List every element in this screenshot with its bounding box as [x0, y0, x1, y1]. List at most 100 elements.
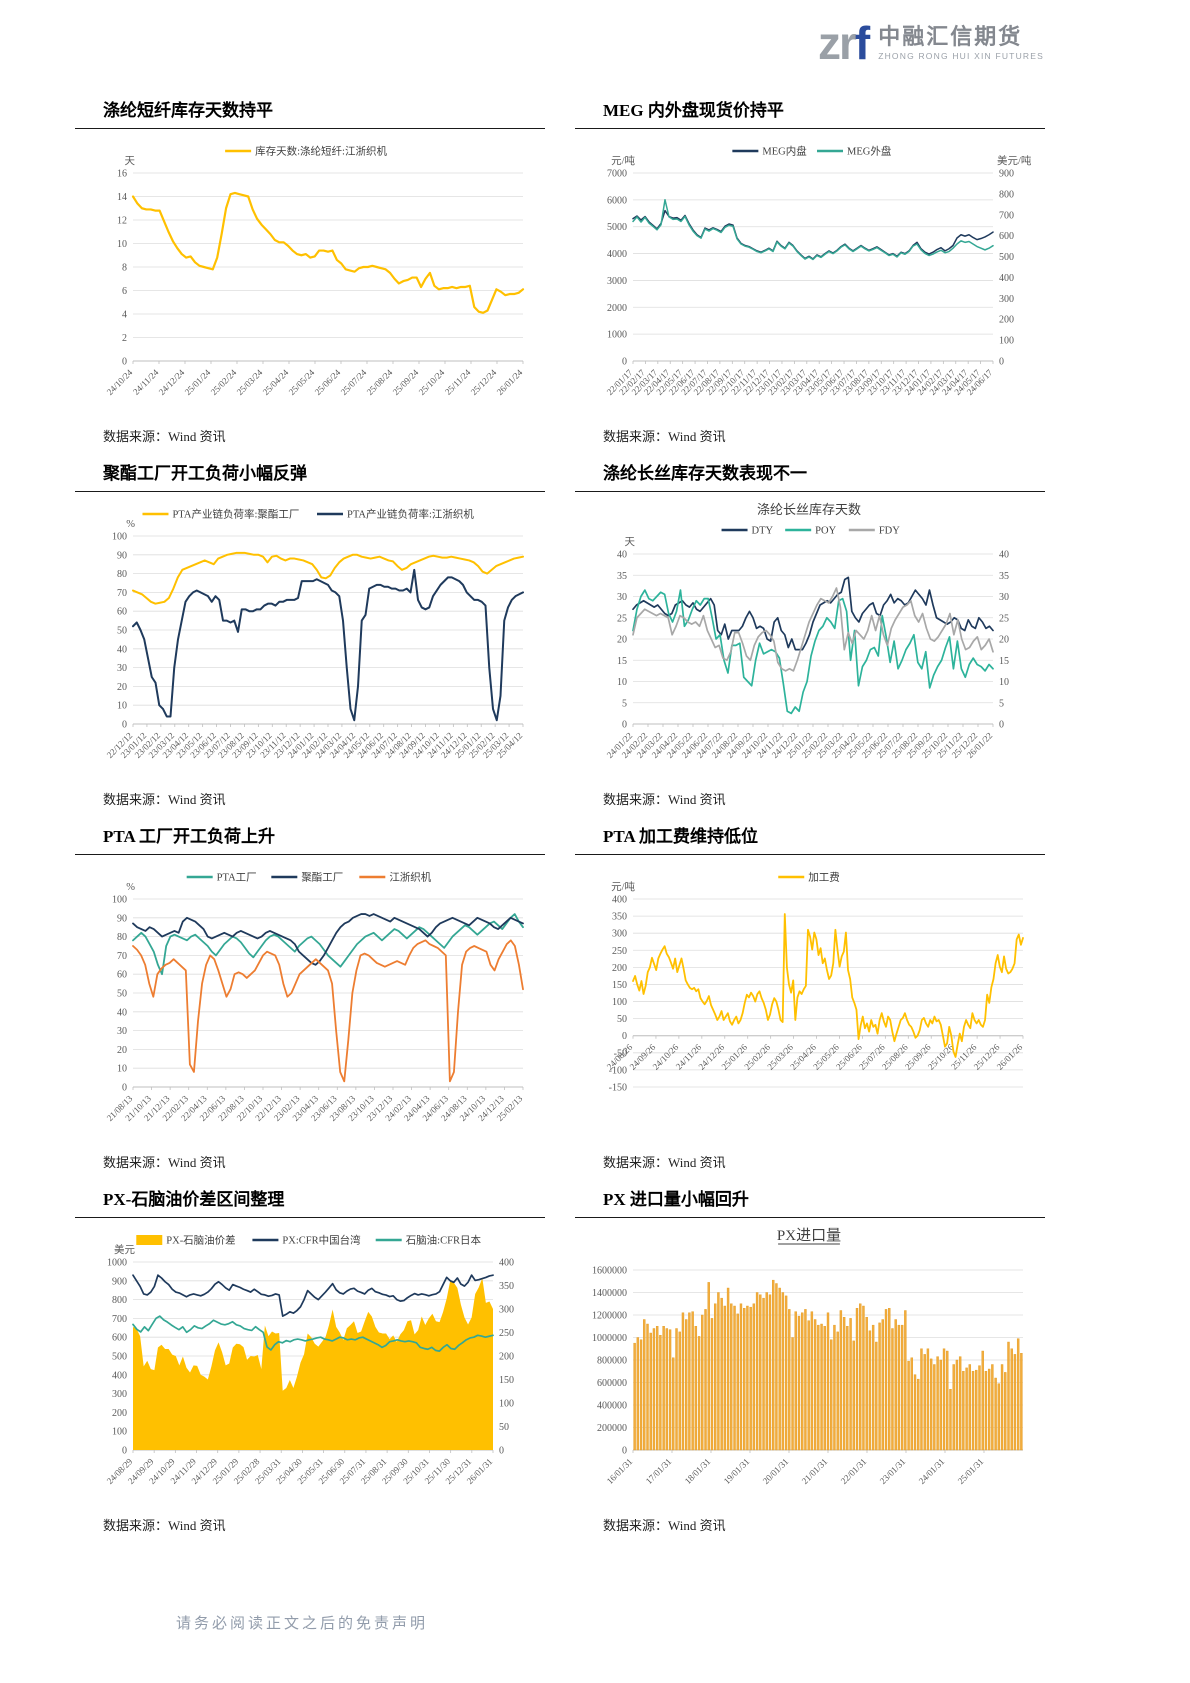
svg-text:25/11/24: 25/11/24 [443, 367, 473, 397]
svg-text:天: 天 [625, 537, 636, 548]
svg-text:40: 40 [117, 644, 127, 655]
data-source: 数据来源：Wind 资讯 [603, 1518, 726, 1533]
svg-text:0: 0 [122, 1446, 127, 1457]
data-source: 数据来源：Wind 资讯 [103, 1155, 226, 1170]
svg-text:23/01/31: 23/01/31 [878, 1456, 908, 1486]
chart-filament-inventory-days: 0 5 10 15 20 25 30 35 40 0 5 10 15 20 25 30 35 40 天 涤纶长丝库存天… [605, 502, 1009, 760]
svg-text:加工费: 加工费 [808, 871, 840, 884]
title-divider [75, 854, 545, 855]
chart-section: PX-石脑油价差区间整理 0 100 200 300 400 500 600 700 800 90… [75, 1185, 545, 1534]
svg-text:25: 25 [617, 613, 627, 624]
chart-section: 涤纶短纤库存天数持平 0 2 4 6 8 10 12 14 16 天 库存天数:涤纶短纤:江浙织机 2… [75, 96, 545, 445]
svg-text:300: 300 [612, 929, 627, 940]
svg-text:50: 50 [617, 1014, 627, 1025]
svg-text:600000: 600000 [597, 1378, 627, 1389]
svg-text:江浙织机: 江浙织机 [389, 871, 431, 884]
svg-text:400: 400 [112, 1370, 127, 1381]
svg-text:0: 0 [122, 1083, 127, 1094]
logo-f-text: f [854, 17, 870, 69]
svg-text:1000: 1000 [107, 1258, 127, 1269]
svg-text:2000: 2000 [607, 303, 627, 314]
svg-text:0: 0 [122, 357, 127, 368]
svg-text:25/09/24: 25/09/24 [391, 367, 421, 397]
svg-text:%: % [126, 519, 135, 530]
svg-text:10: 10 [117, 239, 127, 250]
svg-text:70: 70 [117, 588, 127, 599]
svg-text:40: 40 [617, 550, 627, 561]
svg-text:PX-石脑油价差: PX-石脑油价差 [166, 1234, 235, 1247]
data-source: 数据来源：Wind 资讯 [103, 429, 226, 444]
section-title: 涤纶短纤库存天数持平 [103, 101, 273, 120]
chart-px-imports: 0 200000 400000 600000 800000 1000000 1200000 1… [592, 1227, 1023, 1486]
svg-text:100: 100 [112, 895, 127, 906]
svg-text:100: 100 [112, 1427, 127, 1438]
svg-text:600: 600 [112, 1333, 127, 1344]
svg-text:900: 900 [112, 1276, 127, 1287]
svg-text:美元: 美元 [114, 1243, 135, 1256]
svg-text:10: 10 [617, 677, 627, 688]
chart-section: MEG 内外盘现货价持平 0 1000 2000 3000 4000 5000 6000 70… [575, 96, 1045, 445]
svg-text:35: 35 [999, 571, 1009, 582]
svg-text:20/01/31: 20/01/31 [761, 1456, 791, 1486]
svg-text:200: 200 [499, 1352, 514, 1363]
svg-text:24/10/24: 24/10/24 [105, 367, 135, 397]
svg-text:4: 4 [122, 310, 127, 321]
svg-text:1000: 1000 [607, 330, 627, 341]
svg-text:200: 200 [112, 1408, 127, 1419]
section-title: PTA 工厂开工负荷上升 [103, 827, 276, 846]
chart-pta-processing-fee: -150 -100 -50 0 50 100 150 200 250 300 350 400 元/吨 加工… [605, 871, 1025, 1094]
svg-text:800000: 800000 [597, 1356, 627, 1367]
svg-text:库存天数:涤纶短纤:江浙织机: 库存天数:涤纶短纤:江浙织机 [255, 145, 387, 158]
svg-text:60: 60 [117, 970, 127, 981]
svg-text:25/10/24: 25/10/24 [417, 367, 447, 397]
svg-text:90: 90 [117, 913, 127, 924]
svg-text:80: 80 [117, 932, 127, 943]
svg-text:25/04/24: 25/04/24 [261, 367, 291, 397]
svg-text:5: 5 [622, 698, 627, 709]
disclaimer-footer: 请务必阅读正文之后的免责声明 [176, 1616, 429, 1632]
svg-text:2: 2 [122, 333, 127, 344]
svg-text:25: 25 [999, 613, 1009, 624]
svg-text:美元/吨: 美元/吨 [997, 154, 1032, 167]
svg-text:12: 12 [117, 216, 127, 227]
svg-text:涤纶长丝库存天数: 涤纶长丝库存天数 [757, 502, 861, 517]
svg-text:350: 350 [499, 1281, 514, 1292]
svg-text:30: 30 [117, 663, 127, 674]
svg-text:50: 50 [117, 626, 127, 637]
svg-text:5000: 5000 [607, 222, 627, 233]
title-divider [75, 491, 545, 492]
svg-text:26/01/26: 26/01/26 [995, 1042, 1025, 1072]
svg-text:聚酯工厂: 聚酯工厂 [301, 872, 343, 884]
svg-text:25/05/24: 25/05/24 [287, 367, 317, 397]
svg-text:30: 30 [117, 1026, 127, 1037]
svg-text:500: 500 [999, 252, 1014, 263]
chart-polyester-operating-load: 0 10 20 30 40 50 60 70 80 90 100% PTA产业链负荷率:聚酯工厂 PTA… [105, 508, 525, 761]
svg-text:25/12/24: 25/12/24 [469, 367, 499, 397]
svg-text:400000: 400000 [597, 1401, 627, 1412]
svg-text:0: 0 [622, 357, 627, 368]
svg-text:350: 350 [612, 912, 627, 923]
svg-text:6: 6 [122, 286, 127, 297]
svg-text:1400000: 1400000 [592, 1288, 627, 1299]
chart-section: PX 进口量小幅回升 0 200000 400000 600000 800000 1000… [575, 1185, 1045, 1534]
svg-text:1200000: 1200000 [592, 1311, 627, 1322]
svg-text:PTA产业链负荷率:江浙织机: PTA产业链负荷率:江浙织机 [347, 508, 474, 521]
title-divider [75, 1217, 545, 1218]
svg-text:400: 400 [499, 1258, 514, 1269]
svg-text:-150: -150 [609, 1083, 627, 1094]
svg-text:25/01/31: 25/01/31 [956, 1456, 986, 1486]
svg-text:0: 0 [622, 1031, 627, 1042]
svg-text:元/吨: 元/吨 [611, 154, 635, 167]
svg-text:300: 300 [499, 1305, 514, 1316]
svg-text:400: 400 [999, 273, 1014, 284]
svg-text:25/06/24: 25/06/24 [313, 367, 343, 397]
svg-text:FDY: FDY [879, 526, 900, 537]
title-divider [575, 854, 1045, 855]
svg-text:10: 10 [999, 677, 1009, 688]
svg-text:7000: 7000 [607, 169, 627, 180]
svg-text:1000000: 1000000 [592, 1333, 627, 1344]
brand-name-cn: 中融汇信期货 [878, 23, 1023, 49]
svg-text:8: 8 [122, 263, 127, 274]
svg-text:元/吨: 元/吨 [611, 880, 635, 893]
